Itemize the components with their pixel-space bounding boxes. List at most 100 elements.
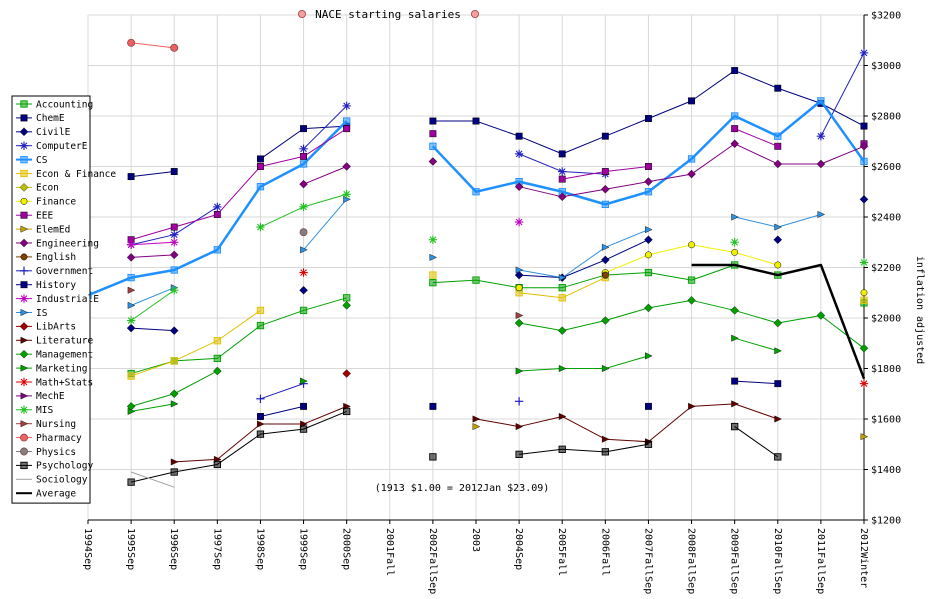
data-point bbox=[558, 445, 566, 453]
series-average bbox=[691, 263, 866, 380]
legend-label: Average bbox=[36, 489, 76, 500]
series-line bbox=[734, 128, 778, 147]
series-line bbox=[691, 263, 866, 380]
data-point bbox=[299, 144, 308, 154]
data-point bbox=[514, 149, 524, 159]
legend-item: ComputerE bbox=[16, 141, 88, 152]
data-point bbox=[170, 266, 178, 274]
data-point bbox=[429, 117, 437, 125]
data-point bbox=[601, 448, 609, 456]
marker-star-ray bbox=[170, 238, 178, 246]
data-point bbox=[773, 318, 783, 328]
data-point bbox=[429, 453, 437, 461]
marker-star-ray bbox=[731, 238, 739, 246]
series-line bbox=[131, 403, 175, 412]
data-point bbox=[515, 367, 524, 375]
data-point bbox=[429, 271, 437, 279]
series-sociology bbox=[130, 471, 175, 488]
legend-label: Econ & Finance bbox=[36, 169, 116, 180]
data-point bbox=[169, 326, 179, 335]
legend-label: History bbox=[36, 280, 76, 291]
legend-label: IS bbox=[36, 308, 48, 319]
legend-swatch-marker bbox=[19, 238, 29, 248]
legend-swatch-marker bbox=[19, 183, 29, 192]
x-tick-label: 2012Winter bbox=[858, 528, 869, 588]
x-tick-label: 2007FallSep bbox=[642, 528, 653, 594]
legend-label: Management bbox=[36, 350, 93, 361]
series-management bbox=[126, 296, 869, 411]
series-marketing bbox=[127, 334, 782, 415]
legend-item: Average bbox=[16, 489, 76, 500]
data-point bbox=[558, 150, 566, 158]
marker-star-ray bbox=[300, 269, 307, 276]
y-tick-label: $1600 bbox=[871, 415, 901, 426]
legend-label: Econ bbox=[36, 183, 59, 194]
data-point bbox=[256, 430, 265, 438]
data-point bbox=[644, 235, 653, 245]
data-point bbox=[558, 412, 567, 420]
x-tick-label: 2001Fall bbox=[384, 528, 395, 576]
series-line bbox=[519, 239, 649, 279]
legend-label: ElemEd bbox=[36, 224, 70, 235]
series-english bbox=[601, 271, 609, 279]
data-point bbox=[213, 366, 222, 376]
data-point bbox=[515, 132, 523, 140]
data-point bbox=[860, 122, 868, 130]
data-point bbox=[299, 306, 308, 315]
series-elemed bbox=[472, 423, 869, 441]
series-line bbox=[303, 166, 347, 185]
series-finance bbox=[515, 241, 868, 297]
data-point bbox=[256, 155, 264, 163]
series-civile bbox=[126, 195, 869, 335]
data-point bbox=[774, 132, 782, 140]
data-point bbox=[817, 97, 825, 105]
data-point bbox=[299, 228, 308, 237]
series-layer bbox=[84, 38, 869, 488]
data-point bbox=[774, 415, 782, 423]
series-literature bbox=[170, 400, 782, 466]
x-tick-label: 2006Fall bbox=[599, 528, 610, 576]
chart-title: NACE starting salaries bbox=[315, 8, 461, 21]
data-point bbox=[515, 423, 524, 431]
series-history bbox=[256, 377, 782, 420]
data-point bbox=[687, 155, 696, 163]
data-point bbox=[730, 306, 739, 315]
legend-label: Math+Stats bbox=[36, 377, 93, 388]
data-point bbox=[601, 184, 610, 194]
legend-swatch-marker bbox=[20, 461, 28, 470]
x-tick-label: 2011FallSep bbox=[815, 528, 826, 594]
legend-swatch-marker bbox=[20, 281, 28, 289]
data-point bbox=[170, 286, 179, 295]
data-point bbox=[429, 142, 437, 150]
data-point bbox=[774, 380, 782, 388]
series-physics bbox=[299, 228, 308, 237]
data-point bbox=[514, 270, 524, 280]
data-point bbox=[601, 316, 610, 325]
data-point bbox=[429, 253, 438, 261]
legend-label: Marketing bbox=[36, 363, 87, 374]
data-point bbox=[515, 284, 523, 292]
data-point bbox=[645, 352, 653, 360]
legend-label: ComputerE bbox=[36, 141, 88, 152]
marker-star-ray bbox=[429, 236, 437, 244]
data-point bbox=[213, 354, 221, 363]
legend-label: Psychology bbox=[36, 461, 93, 472]
data-point bbox=[472, 423, 481, 431]
data-point bbox=[343, 125, 351, 133]
series-line bbox=[131, 241, 175, 246]
y-tick-label: $1200 bbox=[871, 516, 901, 527]
series-line bbox=[820, 52, 865, 137]
marker-star-ray bbox=[558, 168, 566, 175]
data-point bbox=[170, 468, 178, 476]
data-point bbox=[731, 213, 739, 221]
data-point bbox=[256, 183, 265, 191]
data-point bbox=[299, 425, 308, 433]
marker-star-ray bbox=[515, 150, 523, 158]
y-tick-label: $1400 bbox=[871, 465, 901, 476]
legend-swatch-marker bbox=[19, 294, 29, 303]
data-point bbox=[300, 152, 308, 160]
legend-item: CivilE bbox=[16, 127, 71, 138]
data-point bbox=[170, 223, 178, 231]
series-line bbox=[131, 327, 175, 332]
data-point bbox=[126, 316, 136, 325]
